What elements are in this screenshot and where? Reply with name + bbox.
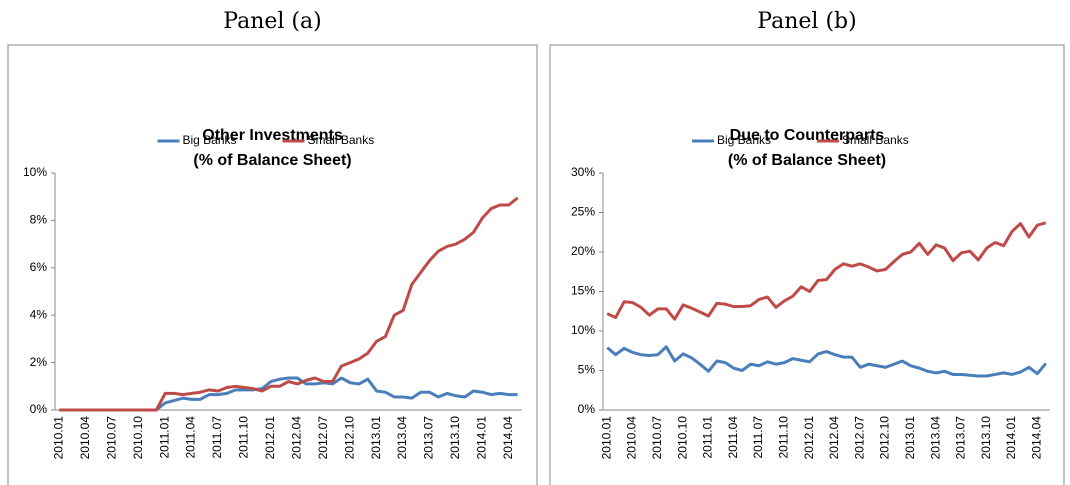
- chart-title: Due to Counterparts: [730, 127, 885, 144]
- x-tick-label: 2012.01: [263, 416, 277, 460]
- x-tick-label: 2014.01: [475, 416, 489, 460]
- x-tick-label: 2013.01: [903, 416, 917, 460]
- x-tick-label: 2012.01: [802, 416, 816, 460]
- y-tick-label: 20%: [571, 244, 595, 258]
- x-tick-label: 2014.01: [1004, 416, 1018, 460]
- x-tick-label: 2012.10: [342, 416, 356, 460]
- x-tick-label: 2011.10: [777, 416, 791, 459]
- x-tick-label: 2010.04: [625, 416, 639, 460]
- x-tick-label: 2014.04: [1030, 416, 1044, 460]
- series-line: [606, 345, 1047, 378]
- x-tick-label: 2010.07: [104, 416, 118, 460]
- x-tick-label: 2014.04: [501, 416, 515, 460]
- x-tick-label: 2013.07: [422, 416, 436, 460]
- x-tick-label: 2013.04: [928, 416, 942, 460]
- x-tick-label: 2013.04: [395, 416, 409, 460]
- x-tick-label: 2011.07: [751, 416, 765, 459]
- x-tick-label: 2012.10: [878, 416, 892, 460]
- x-tick-label: 2011.01: [701, 416, 715, 459]
- x-tick-label: 2012.04: [289, 416, 303, 460]
- y-tick-label: 25%: [571, 205, 595, 219]
- x-tick-label: 2013.10: [979, 416, 993, 460]
- x-tick-label: 2013.07: [954, 416, 968, 460]
- x-tick-label: 2011.07: [210, 416, 224, 459]
- x-tick-label: 2012.04: [827, 416, 841, 460]
- panel-label: Panel (b): [757, 9, 856, 34]
- x-tick-label: 2010.01: [52, 416, 66, 460]
- x-tick-label: 2011.10: [237, 416, 251, 459]
- y-tick-label: 10%: [571, 323, 595, 337]
- y-tick-label: 8%: [30, 213, 48, 227]
- series-line: [59, 196, 519, 412]
- x-tick-label: 2010.07: [650, 416, 664, 460]
- chart-title: Other Investments: [202, 127, 343, 144]
- legend-label: Big Banks: [183, 133, 237, 147]
- legend-label: Small Banks: [842, 133, 909, 147]
- chart-title: (% of Balance Sheet): [193, 152, 351, 169]
- chart-border: [549, 44, 1065, 485]
- y-tick-label: 15%: [571, 284, 595, 298]
- chart-title: (% of Balance Sheet): [728, 152, 886, 169]
- x-tick-label: 2010.10: [675, 416, 689, 460]
- y-tick-label: 5%: [578, 363, 596, 377]
- x-tick-label: 2012.07: [316, 416, 330, 460]
- y-tick-label: 30%: [571, 165, 595, 179]
- y-tick-label: 6%: [30, 260, 48, 274]
- panel-label: Panel (a): [223, 9, 321, 34]
- legend-label: Big Banks: [717, 133, 771, 147]
- y-tick-label: 10%: [23, 165, 47, 179]
- x-tick-label: 2011.01: [157, 416, 171, 459]
- x-tick-label: 2012.07: [852, 416, 866, 460]
- series-line: [606, 221, 1047, 321]
- legend-label: Small Banks: [308, 133, 375, 147]
- chart-border: [7, 44, 538, 485]
- x-tick-label: 2013.10: [448, 416, 462, 460]
- x-tick-label: 2011.04: [726, 416, 740, 459]
- x-tick-label: 2010.01: [599, 416, 613, 460]
- x-tick-label: 2010.04: [78, 416, 92, 460]
- y-tick-label: 0%: [30, 402, 48, 416]
- y-tick-label: 4%: [30, 307, 48, 321]
- x-tick-label: 2010.10: [131, 416, 145, 460]
- x-tick-label: 2011.04: [184, 416, 198, 459]
- y-tick-label: 0%: [578, 402, 596, 416]
- y-tick-label: 2%: [30, 355, 48, 369]
- x-tick-label: 2013.01: [369, 416, 383, 460]
